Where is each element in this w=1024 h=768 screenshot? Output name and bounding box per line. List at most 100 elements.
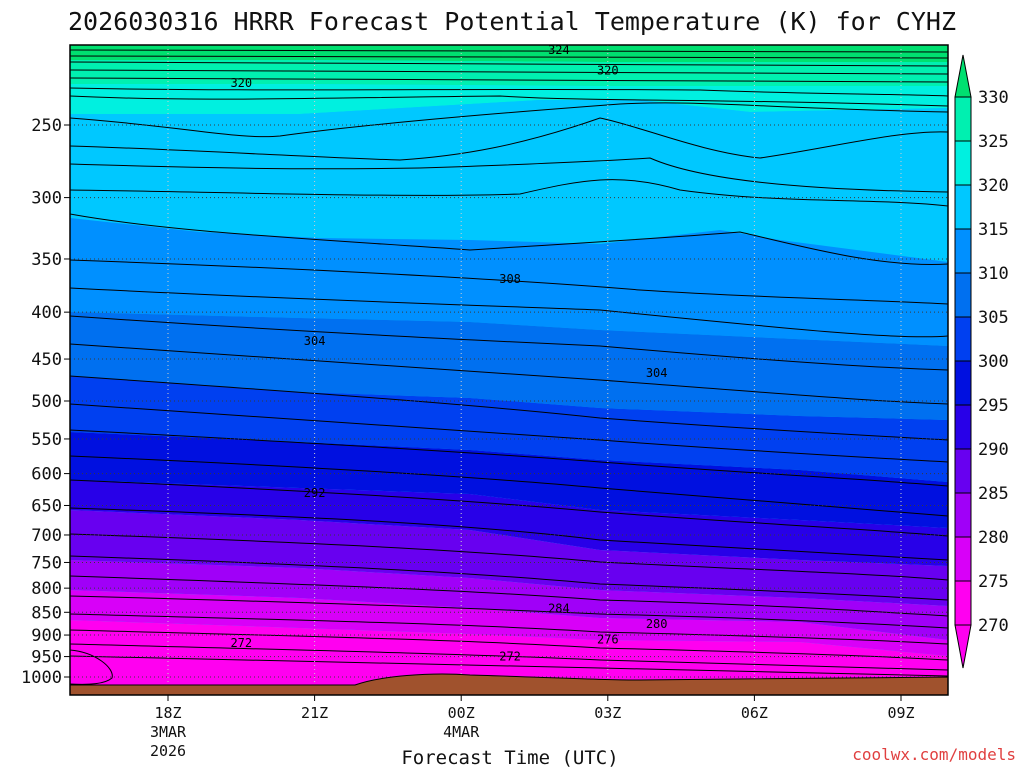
band-270 xyxy=(70,620,948,695)
band-330 xyxy=(70,45,948,62)
colorbar-swatch-305 xyxy=(954,272,972,318)
contour-label: 272 xyxy=(230,636,252,650)
colorbar-top-arrow xyxy=(954,54,972,98)
x-tick-label: 18Z xyxy=(154,704,181,722)
y-tick-label: 850 xyxy=(31,603,62,623)
colorbar-swatch-275 xyxy=(954,536,972,582)
y-axis-ticks: 250 300 350 400 450 500 550 600 650 700 750 800 850 9… xyxy=(21,116,70,688)
contour-line xyxy=(70,533,948,581)
contour-line xyxy=(70,643,948,671)
filled-bands xyxy=(70,45,948,695)
band-310 xyxy=(70,218,948,346)
contour-line xyxy=(70,287,948,338)
contour-line xyxy=(70,649,113,685)
colorbar-label: 300 xyxy=(978,352,1009,372)
band-280 xyxy=(70,560,948,640)
colorbar-label: 270 xyxy=(978,616,1009,636)
contour-line xyxy=(70,179,948,207)
x-tick-label: 21Z xyxy=(301,704,328,722)
contour-line xyxy=(70,429,948,487)
y-tick-label: 300 xyxy=(31,189,62,209)
colorbar-label: 325 xyxy=(978,132,1009,152)
contour-line xyxy=(70,655,948,677)
colorbar-label: 310 xyxy=(978,264,1009,284)
chart-title: 2026030316 HRRR Forecast Potential Tempe… xyxy=(68,7,956,36)
x-tick-label: 4MAR xyxy=(443,723,480,741)
colorbar-swatch-280 xyxy=(954,492,972,538)
contour-line xyxy=(70,613,948,645)
colorbar-label: 330 xyxy=(978,88,1009,108)
contour-line xyxy=(70,629,948,661)
contour-line xyxy=(70,95,948,107)
colorbar-label: 280 xyxy=(978,528,1009,548)
band-305 xyxy=(70,312,948,420)
contour-label: 320 xyxy=(230,76,252,90)
x-tick-label: 03Z xyxy=(594,704,621,722)
colorbar-label: 320 xyxy=(978,176,1009,196)
y-tick-label: 450 xyxy=(31,350,62,370)
contour-line xyxy=(70,375,948,441)
y-tick-label: 900 xyxy=(31,626,62,646)
contour-line xyxy=(70,479,948,537)
contour-line xyxy=(70,87,948,97)
contour-line xyxy=(70,259,948,305)
y-tick-label: 350 xyxy=(31,250,62,270)
y-tick-label: 800 xyxy=(31,579,62,599)
contour-line xyxy=(70,403,948,463)
contour-line xyxy=(70,455,948,517)
x-tick-label: 09Z xyxy=(887,704,914,722)
colorbar-label: 285 xyxy=(978,484,1009,504)
contour-line xyxy=(70,595,948,629)
colorbar-swatch-295 xyxy=(954,360,972,406)
x-axis-label: Forecast Time (UTC) xyxy=(401,747,618,768)
colorbar-swatch-320 xyxy=(954,140,972,186)
x-tick-label: 06Z xyxy=(741,704,768,722)
contour-label: 304 xyxy=(304,334,326,348)
y-tick-label: 650 xyxy=(31,496,62,516)
band-290 xyxy=(70,480,948,566)
contour-label: 320 xyxy=(597,63,619,77)
y-tick-label: 600 xyxy=(31,465,62,485)
contour-line xyxy=(70,315,948,371)
band-275 xyxy=(70,590,948,656)
contour-line xyxy=(70,507,948,561)
x-tick-label: 3MAR xyxy=(150,723,187,741)
contour-label: 276 xyxy=(597,632,619,646)
colorbar-swatch-300 xyxy=(954,316,972,362)
y-tick-label: 550 xyxy=(31,430,62,450)
colorbar-swatch-285 xyxy=(954,448,972,494)
y-tick-label: 950 xyxy=(31,648,62,668)
y-tick-label: 750 xyxy=(31,553,62,573)
y-tick-label: 500 xyxy=(31,392,62,412)
terrain xyxy=(70,673,948,695)
contour-label: 292 xyxy=(304,486,326,500)
x-tick-label: 2026 xyxy=(150,742,186,760)
contour-line xyxy=(70,69,948,75)
contour-label: 304 xyxy=(646,366,668,380)
colorbar-label: 275 xyxy=(978,572,1009,592)
credit-link[interactable]: coolwx.com/models xyxy=(852,745,1016,764)
contour-line xyxy=(70,55,948,59)
colorbar-swatch-290 xyxy=(954,404,972,450)
contour-line xyxy=(70,343,948,405)
band-300 xyxy=(70,376,948,482)
colorbar-label: 315 xyxy=(978,220,1009,240)
contour-label: 324 xyxy=(548,43,570,57)
contour-line xyxy=(70,575,948,617)
y-tick-label: 1000 xyxy=(21,668,62,688)
contour-line xyxy=(70,77,948,83)
band-285 xyxy=(70,510,948,606)
contour-line xyxy=(70,117,948,161)
colorbar-label: 305 xyxy=(978,308,1009,328)
contour-labels: 324 320 320 308 304 304 292 284 280 276 272 272 xyxy=(230,43,668,664)
colorbar-label: 295 xyxy=(978,396,1009,416)
contour-label: 280 xyxy=(646,617,668,631)
contour-line xyxy=(70,555,948,601)
colorbar-swatch-325 xyxy=(954,96,972,142)
x-tick-label: 00Z xyxy=(448,704,475,722)
contour-lines xyxy=(70,48,948,685)
colorbar-swatch-315 xyxy=(954,184,972,230)
contour-label: 308 xyxy=(499,272,521,286)
